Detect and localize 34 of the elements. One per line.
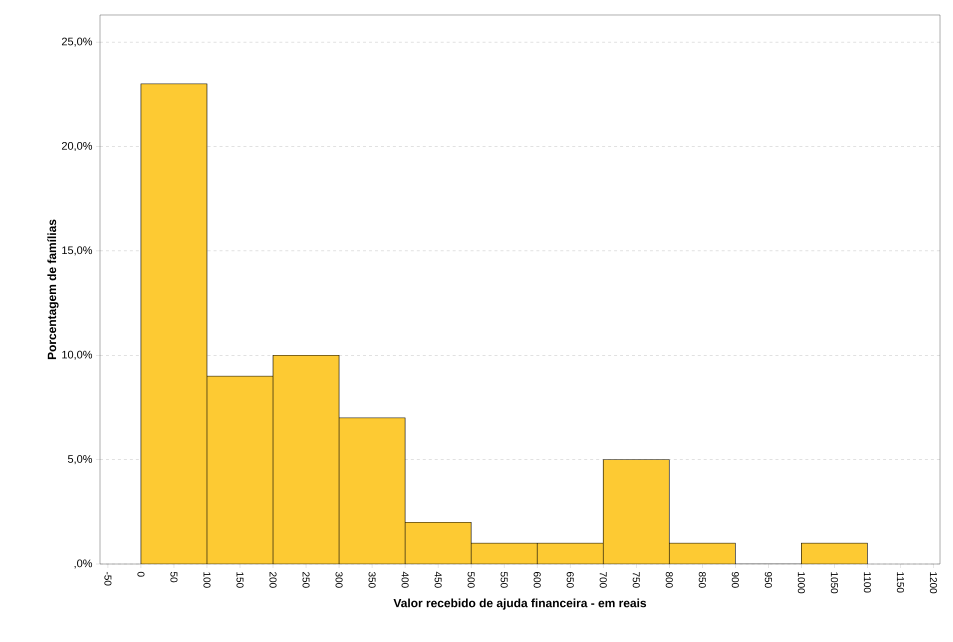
x-tick-label: 450 bbox=[434, 572, 442, 588]
x-tick-label: 150 bbox=[236, 572, 244, 588]
x-tick-label: 250 bbox=[302, 572, 310, 588]
x-tick-label: 550 bbox=[500, 572, 508, 588]
x-tick-label: 950 bbox=[764, 572, 772, 588]
x-tick-label: 1050 bbox=[830, 572, 838, 594]
x-tick-label: 800 bbox=[666, 572, 673, 588]
y-tick-label: ,0% bbox=[74, 559, 92, 569]
y-tick-label: 5,0% bbox=[68, 455, 92, 464]
x-tick-label: 400 bbox=[402, 572, 409, 588]
x-tick-label: 900 bbox=[732, 572, 739, 588]
y-tick-label: 10,0% bbox=[62, 350, 92, 360]
x-tick-label: 850 bbox=[698, 572, 706, 588]
x-tick-label: 600 bbox=[534, 572, 541, 588]
x-tick-label: 200 bbox=[269, 572, 277, 588]
x-tick-label: 750 bbox=[632, 572, 640, 588]
x-axis-title: Valor recebido de ajuda financeira - em reais bbox=[394, 598, 646, 610]
x-tick-label: -50 bbox=[104, 572, 112, 586]
x-tick-label: 700 bbox=[600, 572, 607, 588]
x-tick-label: 650 bbox=[566, 572, 574, 588]
x-tick-label: 500 bbox=[468, 572, 475, 588]
x-tick-label: 1100 bbox=[864, 572, 871, 593]
x-tick-label: 50 bbox=[170, 572, 178, 582]
y-tick-label: 25,0% bbox=[62, 38, 92, 47]
x-tick-label: 1200 bbox=[930, 572, 937, 594]
x-tick-label: 0 bbox=[137, 572, 144, 577]
y-axis-title: Porcentagem de famílias bbox=[47, 220, 59, 360]
x-tick-label: 100 bbox=[203, 572, 211, 588]
x-tick-label: 1000 bbox=[798, 572, 805, 594]
x-tick-label: 350 bbox=[368, 572, 376, 588]
y-tick-label: 15,0% bbox=[62, 246, 92, 256]
x-tick-label: 300 bbox=[336, 572, 343, 588]
x-tick-label: 1150 bbox=[896, 572, 904, 593]
y-tick-label: 20,0% bbox=[62, 142, 92, 152]
